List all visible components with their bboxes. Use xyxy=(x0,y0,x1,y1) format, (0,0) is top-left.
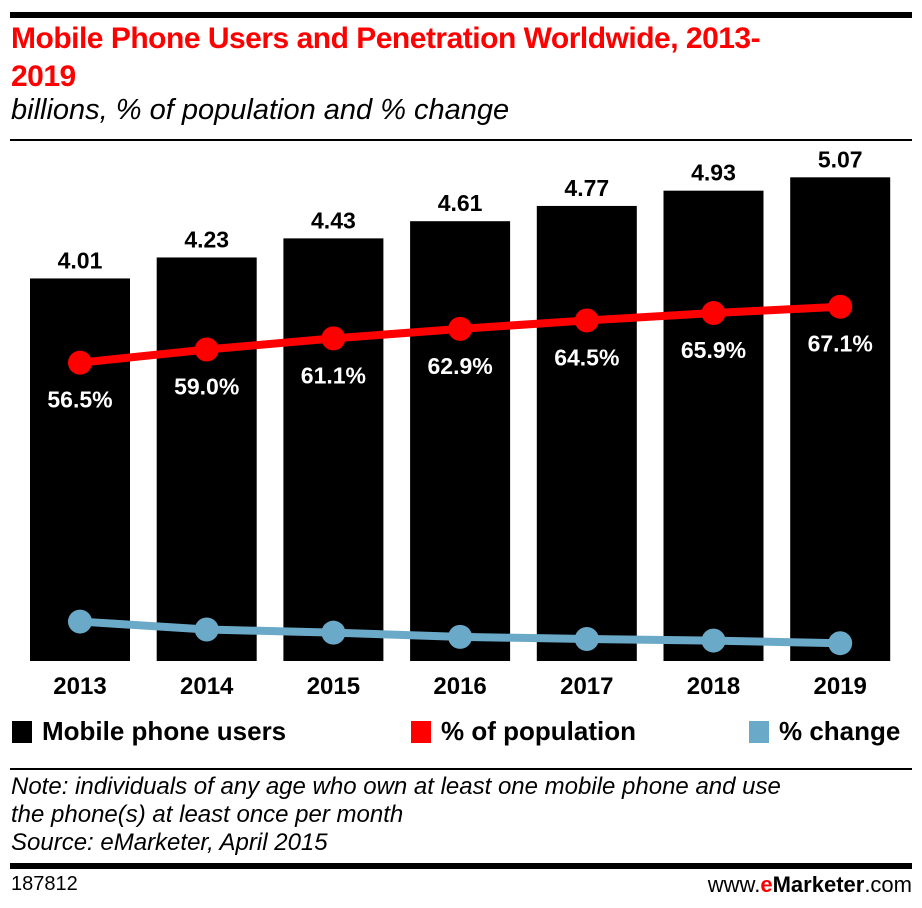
bar-label: 4.23 xyxy=(184,226,229,252)
label-population: 61.1% xyxy=(301,362,366,388)
bar-2017 xyxy=(536,205,637,661)
bar-label: 4.43 xyxy=(311,207,356,233)
legend-label: % change xyxy=(779,716,901,746)
label-population: 67.1% xyxy=(808,331,873,357)
x-tick-label: 2017 xyxy=(560,673,613,700)
x-tick-label: 2014 xyxy=(180,673,234,700)
point-population-2017 xyxy=(574,308,599,333)
legend-swatch-red xyxy=(411,720,431,743)
bar-2013 xyxy=(30,278,130,661)
point-population-2018 xyxy=(701,301,726,326)
legend-item-population: % of population xyxy=(411,716,636,747)
x-tick-label: 2016 xyxy=(433,673,486,700)
label-change: 4.8% xyxy=(307,593,359,619)
label-population: 62.9% xyxy=(427,353,492,379)
point-change-2018 xyxy=(701,628,726,653)
x-tick-label: 2019 xyxy=(814,673,867,700)
point-population-2013 xyxy=(68,350,92,375)
label-population: 56.5% xyxy=(47,387,112,413)
point-change-2016 xyxy=(448,624,473,649)
bar-2019 xyxy=(790,177,891,661)
point-population-2015 xyxy=(321,326,346,351)
bar-label: 4.61 xyxy=(438,190,483,216)
chart-id: 187812 xyxy=(11,873,78,895)
label-population: 65.9% xyxy=(681,337,746,363)
legend-label: % of population xyxy=(441,716,636,746)
bottom-rule xyxy=(10,863,912,869)
note-line: Note: individuals of any age who own at … xyxy=(11,773,781,800)
source-line: Source: eMarketer, April 2015 xyxy=(11,829,328,856)
site-brand-e: e xyxy=(760,872,773,897)
bar-2016 xyxy=(410,221,511,661)
point-population-2016 xyxy=(448,316,473,341)
point-change-2015 xyxy=(321,620,346,645)
legend-swatch-blue xyxy=(749,720,769,743)
chart-note: Note: individuals of any age who own at … xyxy=(11,773,781,857)
label-population: 59.0% xyxy=(174,373,239,399)
point-change-2017 xyxy=(574,626,599,651)
chart-subtitle: billions, % of population and % change xyxy=(11,94,510,126)
label-change: 4.0% xyxy=(434,597,486,623)
bar-label: 4.01 xyxy=(58,247,103,273)
top-rule xyxy=(10,12,912,18)
site-brand: Marketer xyxy=(772,872,865,897)
site-suffix: .com xyxy=(864,872,912,897)
chart-title: Mobile Phone Users and Penetration World… xyxy=(11,22,761,93)
label-change: 2.8% xyxy=(814,603,866,629)
label-change: 6.9% xyxy=(54,582,106,608)
legend-label: Mobile phone users xyxy=(42,716,287,746)
bar-label: 4.77 xyxy=(564,175,609,201)
bar-label: 4.93 xyxy=(691,160,736,186)
x-tick-label: 2018 xyxy=(687,673,740,700)
divider xyxy=(10,139,912,141)
legend-swatch-black xyxy=(12,720,32,743)
x-tick-label: 2013 xyxy=(53,673,106,700)
label-change: 3.3% xyxy=(687,601,739,627)
point-change-2014 xyxy=(194,617,219,642)
point-change-2019 xyxy=(828,631,853,656)
point-change-2013 xyxy=(68,609,92,634)
divider xyxy=(10,768,912,770)
label-population: 64.5% xyxy=(554,344,619,370)
legend-item-users: Mobile phone users xyxy=(12,716,286,747)
legend-item-change: % change xyxy=(749,716,900,747)
label-change: 3.6% xyxy=(561,599,613,625)
note-line: the phone(s) at least once per month xyxy=(11,801,404,828)
label-change: 5.4% xyxy=(180,589,232,615)
point-population-2019 xyxy=(828,294,853,319)
point-population-2014 xyxy=(194,337,219,362)
site-link[interactable]: www.eMarketer.com xyxy=(708,872,912,898)
site-prefix: www. xyxy=(707,872,761,897)
bar-2014 xyxy=(156,257,257,661)
x-tick-label: 2015 xyxy=(307,673,360,700)
bar-2018 xyxy=(663,190,764,662)
bar-2015 xyxy=(283,238,384,662)
bar-label: 5.07 xyxy=(818,146,863,172)
